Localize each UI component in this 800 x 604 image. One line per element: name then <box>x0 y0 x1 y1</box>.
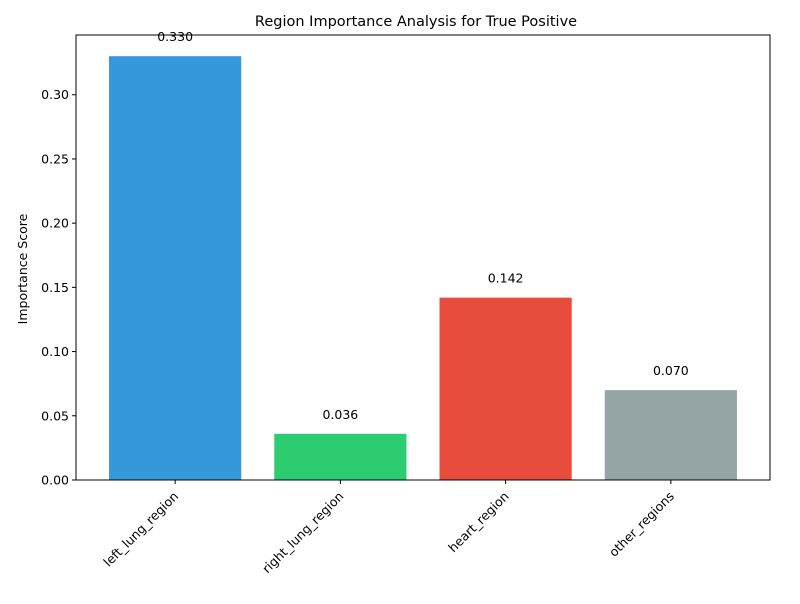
chart-title: Region Importance Analysis for True Posi… <box>255 14 577 30</box>
y-tick-label: 0.10 <box>41 344 69 359</box>
bars <box>109 56 737 480</box>
value-label: 0.142 <box>488 271 524 286</box>
y-tick-label: 0.30 <box>41 87 69 102</box>
y-tick-label: 0.20 <box>41 216 69 231</box>
bar-left_lung_region <box>109 56 242 480</box>
value-label: 0.036 <box>322 407 358 422</box>
y-axis-ticks: 0.00 0.05 0.10 0.15 0.20 0.25 0.30 <box>41 87 76 488</box>
y-tick-label: 0.00 <box>41 473 69 488</box>
value-label: 0.330 <box>157 29 193 44</box>
bar-other_regions <box>604 390 737 480</box>
bar-right_lung_region <box>274 433 407 480</box>
value-label: 0.070 <box>653 363 689 378</box>
value-labels: 0.330 0.036 0.142 0.070 <box>157 29 689 422</box>
plot-frame <box>75 34 771 481</box>
bar-heart_region <box>439 297 572 480</box>
y-tick-label: 0.25 <box>41 151 69 166</box>
y-tick-label: 0.15 <box>41 280 69 295</box>
y-axis-label: Importance Score <box>15 213 30 324</box>
y-tick-label: 0.05 <box>41 408 69 423</box>
